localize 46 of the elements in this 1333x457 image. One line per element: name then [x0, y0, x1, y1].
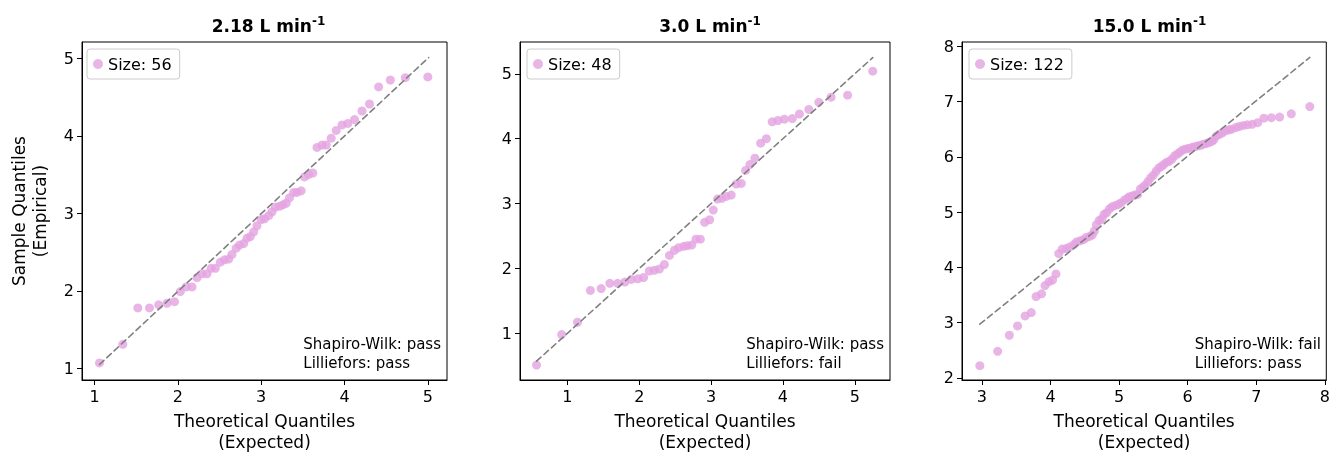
y-tick-label: 1 — [501, 323, 512, 343]
x-tick-label: 6 — [1182, 386, 1193, 406]
x-axis-title: Theoretical Quantiles (Expected) — [1052, 410, 1235, 452]
x-tick-label: 1 — [89, 386, 100, 406]
x-tick-label: 2 — [634, 386, 645, 406]
y-tick-label: 2 — [943, 368, 954, 388]
legend-label: Size: 48 — [548, 54, 612, 74]
y-tick-label: 7 — [943, 92, 954, 112]
legend-label: Size: 56 — [108, 54, 172, 74]
y-tick-label: 3 — [943, 313, 954, 333]
legend-label: Size: 122 — [990, 54, 1064, 74]
annotation: Shapiro-Wilk: fail — [1194, 334, 1322, 353]
annotation: Shapiro-Wilk: pass — [746, 334, 885, 353]
x-tick-label: 1 — [562, 386, 573, 406]
x-tick-label: 5 — [849, 386, 860, 406]
x-tick-label: 7 — [1251, 386, 1262, 406]
y-tick-label: 5 — [63, 48, 74, 68]
x-tick-label: 4 — [1045, 386, 1056, 406]
annotation: Lilliefors: fail — [746, 353, 842, 372]
annotation: Shapiro-Wilk: pass — [303, 334, 442, 353]
y-tick-label: 8 — [943, 36, 954, 56]
y-axis-title: Sample Quantiles (Empirical) — [8, 135, 50, 286]
y-tick-label: 5 — [943, 202, 954, 222]
y-tick-label: 3 — [63, 203, 74, 223]
y-tick-label: 2 — [501, 258, 512, 278]
y-tick-label: 3 — [501, 194, 512, 214]
x-tick-label: 5 — [1114, 386, 1125, 406]
x-tick-label: 3 — [976, 386, 987, 406]
x-tick-label: 5 — [422, 386, 433, 406]
x-axis-title: Theoretical Quantiles (Expected) — [172, 410, 356, 452]
x-tick-label: 3 — [706, 386, 717, 406]
y-tick-label: 2 — [63, 281, 74, 301]
x-tick-label: 8 — [1319, 386, 1330, 406]
x-tick-label: 4 — [777, 386, 789, 406]
x-tick-label: 2 — [172, 386, 183, 406]
y-tick-label: 4 — [501, 129, 512, 149]
y-tick-label: 4 — [943, 257, 954, 277]
annotation: Lilliefors: pass — [1194, 353, 1302, 372]
y-tick-label: 1 — [63, 358, 74, 378]
x-tick-label: 4 — [339, 386, 350, 406]
y-tick-label: 4 — [63, 126, 74, 146]
x-tick-label: 3 — [256, 386, 267, 406]
y-tick-label: 6 — [943, 147, 954, 167]
annotation: Lilliefors: pass — [303, 353, 411, 372]
y-tick-label: 5 — [501, 64, 512, 84]
x-axis-title: Theoretical Quantiles (Expected) — [613, 410, 796, 452]
